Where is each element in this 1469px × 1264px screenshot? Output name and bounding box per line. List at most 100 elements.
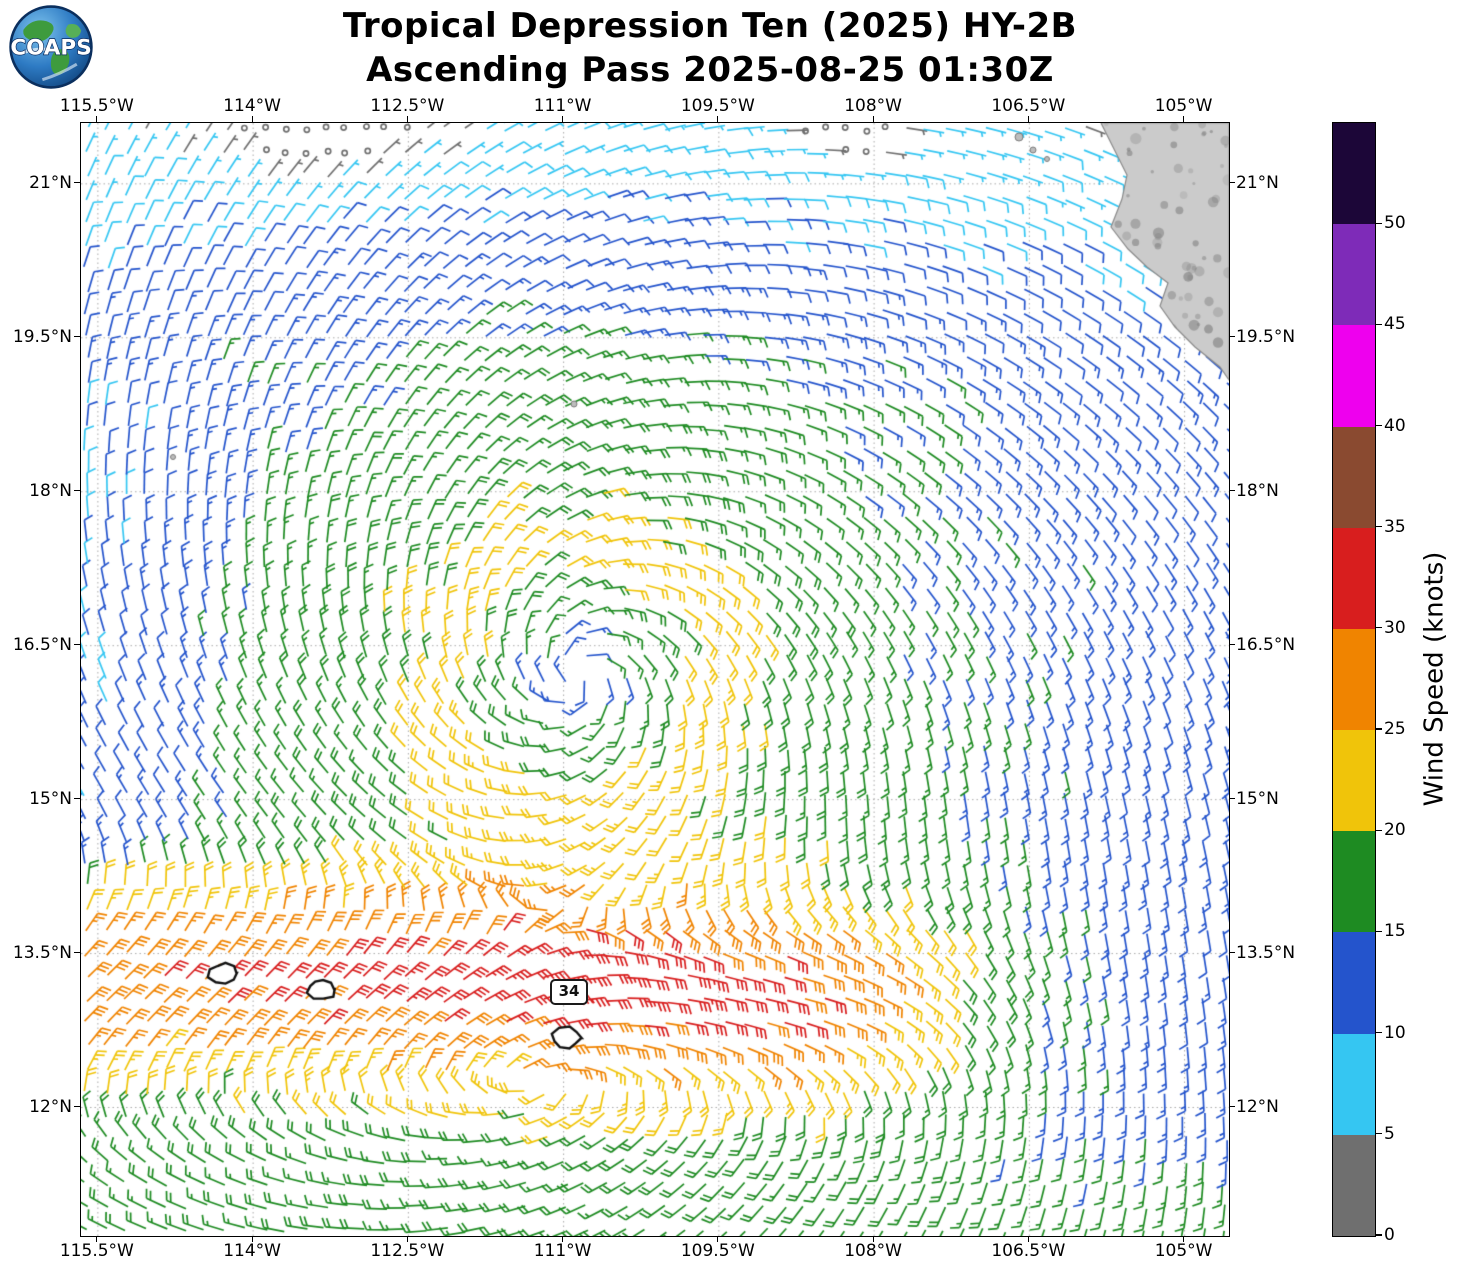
x-axis-tick-label-bottom: 114°W (223, 1241, 281, 1261)
axis-tick-mark (406, 116, 408, 122)
chart-title-line2: Ascending Pass 2025-08-25 01:30Z (366, 50, 1054, 91)
axis-tick-mark (1376, 930, 1382, 933)
axis-tick-mark (96, 116, 98, 122)
x-axis-tick-label-top: 111°W (533, 96, 592, 116)
y-axis-tick-label-right: 15°N (1236, 788, 1279, 809)
colorbar-tick-label: 45 (1384, 314, 1406, 335)
axis-tick-mark (1229, 336, 1235, 338)
axis-tick-mark (1376, 627, 1382, 629)
x-axis-tick-label-bottom: 111°W (533, 1241, 592, 1261)
x-axis-tick-label-top: 115.5°W (59, 96, 134, 116)
axis-tick-mark (1376, 1234, 1382, 1236)
axis-tick-mark (1027, 1236, 1029, 1242)
axis-tick-mark (1229, 644, 1235, 646)
x-axis-tick-label-bottom: 112.5°W (370, 1241, 445, 1261)
colorbar-bin (1333, 730, 1375, 832)
wind-map (80, 122, 1230, 1237)
colorbar-bin (1333, 426, 1375, 528)
y-axis-tick-label-right: 21°N (1236, 172, 1279, 193)
colorbar-label-wrap: Wind Speed (knots) (1402, 122, 1466, 1235)
y-axis-tick-label-right: 18°N (1236, 480, 1279, 501)
x-axis-tick-label-bottom: 105°W (1154, 1241, 1213, 1261)
axis-tick-mark (1376, 1133, 1382, 1135)
colorbar-tick-label: 15 (1384, 921, 1406, 942)
x-axis-tick-label-bottom: 109.5°W (680, 1241, 755, 1261)
axis-tick-mark (74, 644, 80, 646)
axis-tick-mark (717, 116, 719, 122)
colorbar-tick-label: 40 (1384, 415, 1406, 436)
axis-tick-mark (1376, 323, 1382, 325)
coaps-logo: COAPS (8, 4, 94, 90)
axis-tick-mark (74, 798, 80, 800)
x-axis-tick-label-top: 114°W (223, 96, 281, 116)
x-axis-tick-label-bottom: 115.5°W (59, 1241, 134, 1261)
colorbar-bin (1333, 1134, 1375, 1236)
axis-tick-mark (1182, 116, 1185, 122)
colorbar-bin (1333, 527, 1375, 629)
y-axis-tick-label-left: 13.5°N (12, 942, 72, 963)
colorbar-bin (1333, 122, 1375, 225)
y-axis-tick-label-left: 21°N (29, 172, 72, 193)
r34-badge: 34 (550, 979, 588, 1005)
chart-title-line1: Tropical Depression Ten (2025) HY-2B (342, 6, 1078, 46)
colorbar-bin (1333, 325, 1375, 427)
colorbar (1332, 122, 1376, 1237)
y-axis-tick-label-right: 13.5°N (1236, 942, 1296, 963)
chart-title: Tropical Depression Ten (2025) HY-2B Asc… (80, 4, 1340, 92)
colorbar-bin (1333, 1033, 1375, 1135)
axis-tick-mark (1027, 116, 1029, 122)
x-axis-tick-label-top: 105°W (1154, 96, 1213, 116)
axis-tick-mark (74, 490, 80, 492)
x-axis-tick-label-bottom: 106.5°W (991, 1241, 1066, 1261)
axis-tick-mark (1376, 526, 1382, 528)
axis-tick-mark (1376, 222, 1382, 224)
axis-tick-mark (872, 1236, 874, 1242)
axis-tick-mark (251, 116, 253, 122)
axis-tick-mark (1376, 1032, 1382, 1034)
x-axis-tick-label-bottom: 108°W (844, 1241, 902, 1261)
axis-tick-mark (251, 1236, 253, 1242)
coaps-globe-icon: COAPS (9, 5, 93, 89)
colorbar-bin (1333, 224, 1375, 326)
axis-tick-mark (1182, 1236, 1185, 1242)
colorbar-tick-label: 30 (1384, 617, 1406, 638)
colorbar-bin (1333, 628, 1375, 731)
axis-tick-mark (1376, 728, 1382, 730)
colorbar-bin (1333, 831, 1375, 933)
y-axis-tick-label-left: 12°N (29, 1096, 72, 1117)
axis-tick-mark (1376, 829, 1382, 831)
axis-tick-mark (1229, 182, 1235, 184)
axis-tick-mark (1229, 951, 1235, 954)
axis-tick-mark (1229, 490, 1235, 492)
colorbar-tick-label: 25 (1384, 719, 1406, 740)
colorbar-tick-label: 10 (1384, 1022, 1406, 1043)
axis-tick-mark (74, 1105, 80, 1108)
x-axis-tick-label-top: 108°W (844, 96, 902, 116)
coaps-logo-text: COAPS (10, 36, 91, 61)
wind-field-canvas (81, 123, 1229, 1236)
axis-tick-mark (872, 116, 874, 122)
colorbar-tick-label: 5 (1384, 1123, 1395, 1144)
colorbar-tick-label: 20 (1384, 820, 1406, 841)
axis-tick-mark (96, 1236, 98, 1242)
colorbar-tick-label: 0 (1384, 1225, 1395, 1245)
x-axis-tick-label-top: 106.5°W (991, 96, 1066, 116)
axis-tick-mark (406, 1236, 408, 1242)
axis-tick-mark (74, 182, 80, 184)
colorbar-label: Wind Speed (knots) (1419, 551, 1450, 806)
axis-tick-mark (1229, 1105, 1235, 1108)
axis-tick-mark (74, 336, 80, 338)
axis-tick-mark (1229, 798, 1235, 800)
x-axis-tick-label-top: 109.5°W (680, 96, 755, 116)
axis-tick-mark (1376, 424, 1382, 427)
x-axis-tick-label-top: 112.5°W (370, 96, 445, 116)
y-axis-tick-label-right: 16.5°N (1236, 634, 1296, 655)
colorbar-tick-label: 35 (1384, 516, 1406, 537)
axis-tick-mark (562, 116, 564, 122)
y-axis-tick-label-left: 15°N (29, 788, 72, 809)
colorbar-tick-label: 50 (1384, 213, 1406, 234)
axis-tick-mark (717, 1236, 719, 1242)
colorbar-bin (1333, 932, 1375, 1034)
axis-tick-mark (74, 951, 80, 954)
